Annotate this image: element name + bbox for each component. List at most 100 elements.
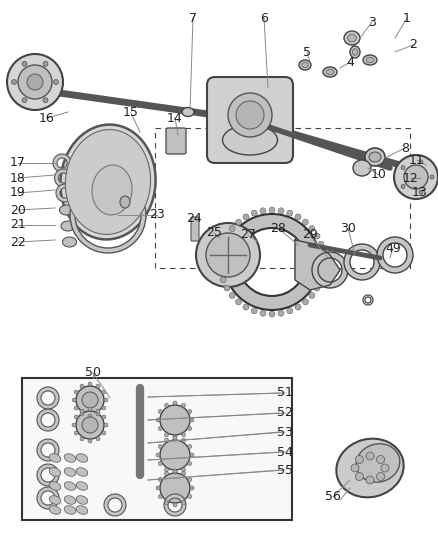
Circle shape (302, 219, 308, 225)
Circle shape (165, 468, 169, 472)
Ellipse shape (369, 152, 381, 162)
Text: 8: 8 (401, 141, 409, 155)
Ellipse shape (63, 237, 77, 247)
Circle shape (224, 285, 230, 291)
Text: 52: 52 (277, 407, 293, 419)
Circle shape (80, 412, 84, 416)
Text: 29: 29 (302, 229, 318, 241)
Ellipse shape (223, 125, 278, 155)
Circle shape (96, 412, 100, 416)
Text: 23: 23 (149, 208, 165, 222)
Circle shape (260, 208, 266, 214)
Circle shape (158, 462, 162, 465)
Ellipse shape (61, 221, 75, 231)
Circle shape (314, 285, 320, 291)
Circle shape (188, 426, 192, 431)
Ellipse shape (336, 439, 404, 497)
Circle shape (158, 426, 162, 431)
Circle shape (173, 469, 177, 473)
Circle shape (165, 438, 169, 442)
Ellipse shape (60, 205, 74, 215)
Text: 55: 55 (277, 464, 293, 477)
Text: 6: 6 (260, 12, 268, 25)
Circle shape (206, 233, 250, 277)
Ellipse shape (64, 506, 76, 514)
Text: 18: 18 (10, 172, 26, 184)
Ellipse shape (64, 482, 76, 490)
Text: 11: 11 (409, 154, 425, 166)
Circle shape (72, 398, 76, 402)
Circle shape (18, 65, 52, 99)
Circle shape (104, 398, 108, 402)
Ellipse shape (299, 60, 311, 70)
Circle shape (173, 503, 177, 507)
Circle shape (165, 500, 169, 505)
Circle shape (158, 495, 162, 498)
Circle shape (251, 308, 257, 314)
Ellipse shape (344, 31, 360, 45)
Text: 30: 30 (340, 222, 356, 235)
Ellipse shape (182, 108, 194, 117)
Circle shape (321, 259, 327, 265)
Circle shape (181, 438, 186, 442)
Circle shape (76, 411, 104, 439)
Circle shape (228, 93, 272, 137)
Circle shape (7, 54, 63, 110)
Ellipse shape (366, 57, 374, 63)
Circle shape (366, 476, 374, 484)
Circle shape (80, 437, 84, 441)
Circle shape (229, 225, 235, 231)
Text: 13: 13 (412, 185, 428, 198)
Circle shape (218, 250, 224, 256)
Circle shape (236, 219, 242, 225)
Circle shape (102, 431, 106, 435)
Ellipse shape (353, 160, 371, 176)
Circle shape (355, 472, 364, 480)
Ellipse shape (120, 196, 130, 208)
Circle shape (96, 384, 100, 388)
Text: 24: 24 (186, 212, 202, 224)
Circle shape (260, 310, 266, 316)
Circle shape (74, 415, 78, 419)
Circle shape (217, 259, 223, 265)
Circle shape (430, 175, 434, 179)
Circle shape (351, 464, 359, 472)
Circle shape (53, 79, 59, 85)
Ellipse shape (76, 454, 88, 462)
Circle shape (196, 223, 260, 287)
Ellipse shape (76, 482, 88, 490)
Ellipse shape (65, 130, 151, 235)
Circle shape (74, 406, 78, 410)
Circle shape (80, 409, 84, 413)
Circle shape (160, 440, 190, 470)
Circle shape (11, 79, 17, 85)
FancyBboxPatch shape (191, 217, 199, 241)
Circle shape (314, 233, 320, 239)
Circle shape (173, 470, 177, 474)
Circle shape (158, 409, 162, 414)
Circle shape (43, 98, 48, 103)
Ellipse shape (323, 67, 337, 77)
Circle shape (320, 250, 326, 256)
Text: 53: 53 (277, 425, 293, 439)
Circle shape (269, 311, 275, 317)
Ellipse shape (76, 506, 88, 514)
Ellipse shape (365, 148, 385, 166)
Circle shape (309, 293, 315, 298)
Ellipse shape (49, 454, 61, 462)
Text: 20: 20 (10, 204, 26, 216)
Ellipse shape (49, 468, 61, 477)
Circle shape (173, 401, 177, 405)
Ellipse shape (64, 468, 76, 477)
Circle shape (355, 456, 364, 464)
Circle shape (76, 386, 104, 414)
Circle shape (82, 417, 98, 433)
Circle shape (381, 464, 389, 472)
Circle shape (251, 210, 257, 216)
Circle shape (181, 403, 186, 407)
Circle shape (295, 304, 301, 310)
Text: 3: 3 (368, 15, 376, 28)
Circle shape (236, 101, 264, 129)
Text: 21: 21 (10, 219, 26, 231)
Circle shape (287, 210, 293, 216)
